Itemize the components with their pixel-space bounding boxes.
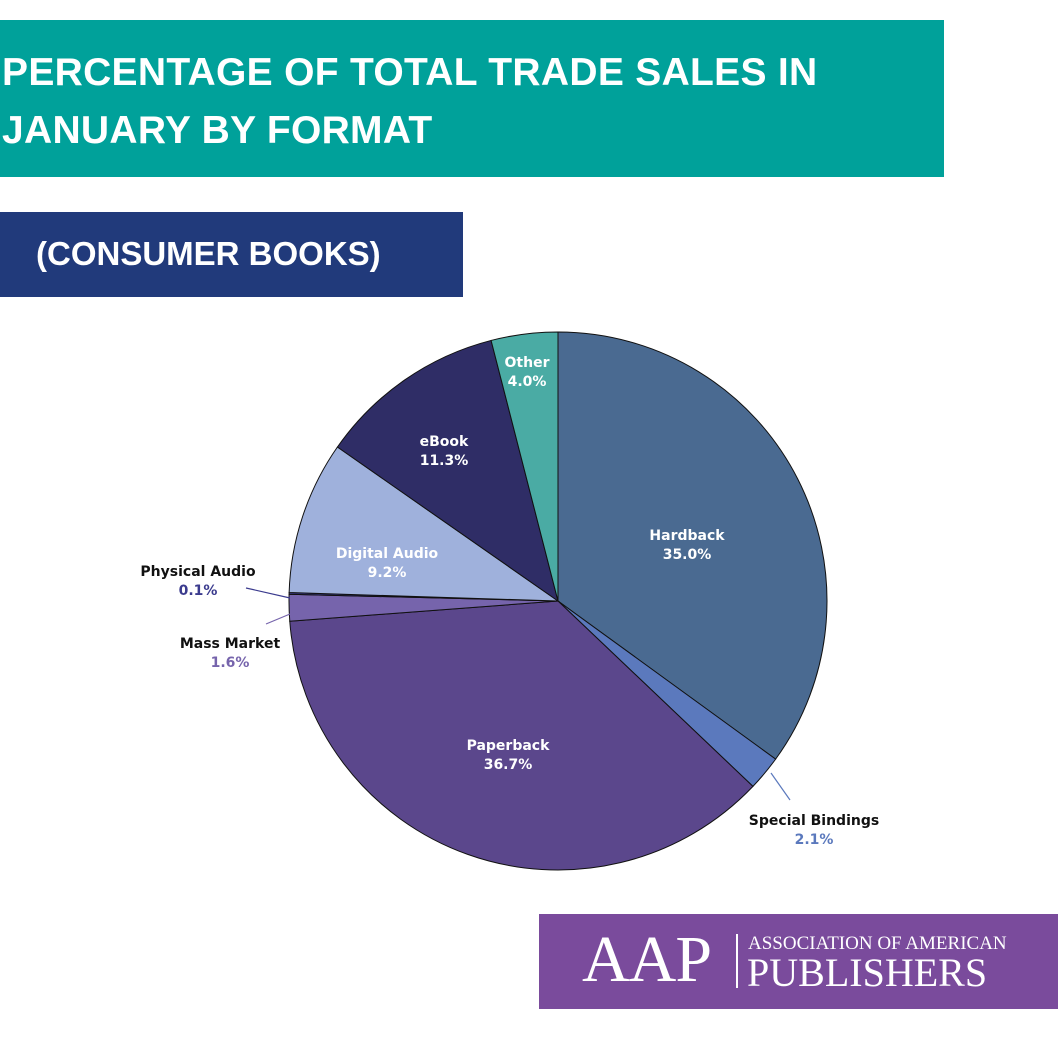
- slice-label-hardback: Hardback: [649, 528, 725, 544]
- slice-label-other: Other: [505, 355, 550, 371]
- slice-label-mass-market: Mass Market: [180, 636, 281, 652]
- aap-logo: [539, 914, 1058, 1009]
- chart-title: PERCENTAGE OF TOTAL TRADE SALES IN JANUA…: [2, 51, 818, 152]
- slice-label-special-bindings: Special Bindings: [749, 813, 879, 829]
- pie-slice-other: [490, 331, 559, 602]
- logo-divider: [736, 934, 738, 988]
- pie-slice-ebook: [336, 339, 559, 603]
- leader-line-mass-market: [265, 613, 291, 625]
- title-banner: [0, 20, 944, 177]
- slice-label-physical-audio: Physical Audio: [140, 564, 256, 580]
- slice-value-mass-market: 1.6%: [211, 655, 250, 671]
- slice-value-hardback: 35.0%: [663, 547, 712, 563]
- slice-value-digital-audio: 9.2%: [368, 565, 407, 581]
- chart-subtitle: (CONSUMER BOOKS): [36, 235, 381, 272]
- slice-value-other: 4.0%: [508, 374, 547, 390]
- logo-mark: AAP: [582, 923, 712, 996]
- pie-slice-hardback: [557, 331, 828, 760]
- pie-slice-digital-audio: [288, 446, 560, 602]
- leader-line-special-bindings: [770, 772, 791, 801]
- slice-value-ebook: 11.3%: [420, 453, 469, 469]
- logo-line-2: PUBLISHERS: [747, 950, 988, 995]
- subtitle-banner: [0, 212, 463, 297]
- slice-value-paperback: 36.7%: [484, 757, 533, 773]
- pie-slice-paperback: [289, 600, 754, 871]
- logo-line-1: ASSOCIATION OF AMERICAN: [748, 933, 1007, 954]
- slice-label-ebook: eBook: [420, 434, 469, 450]
- slice-label-digital-audio: Digital Audio: [336, 546, 439, 562]
- slice-value-physical-audio: 0.1%: [179, 583, 218, 599]
- leader-line-physical-audio: [245, 587, 291, 599]
- slice-label-paperback: Paperback: [467, 738, 551, 754]
- slice-value-special-bindings: 2.1%: [795, 832, 834, 848]
